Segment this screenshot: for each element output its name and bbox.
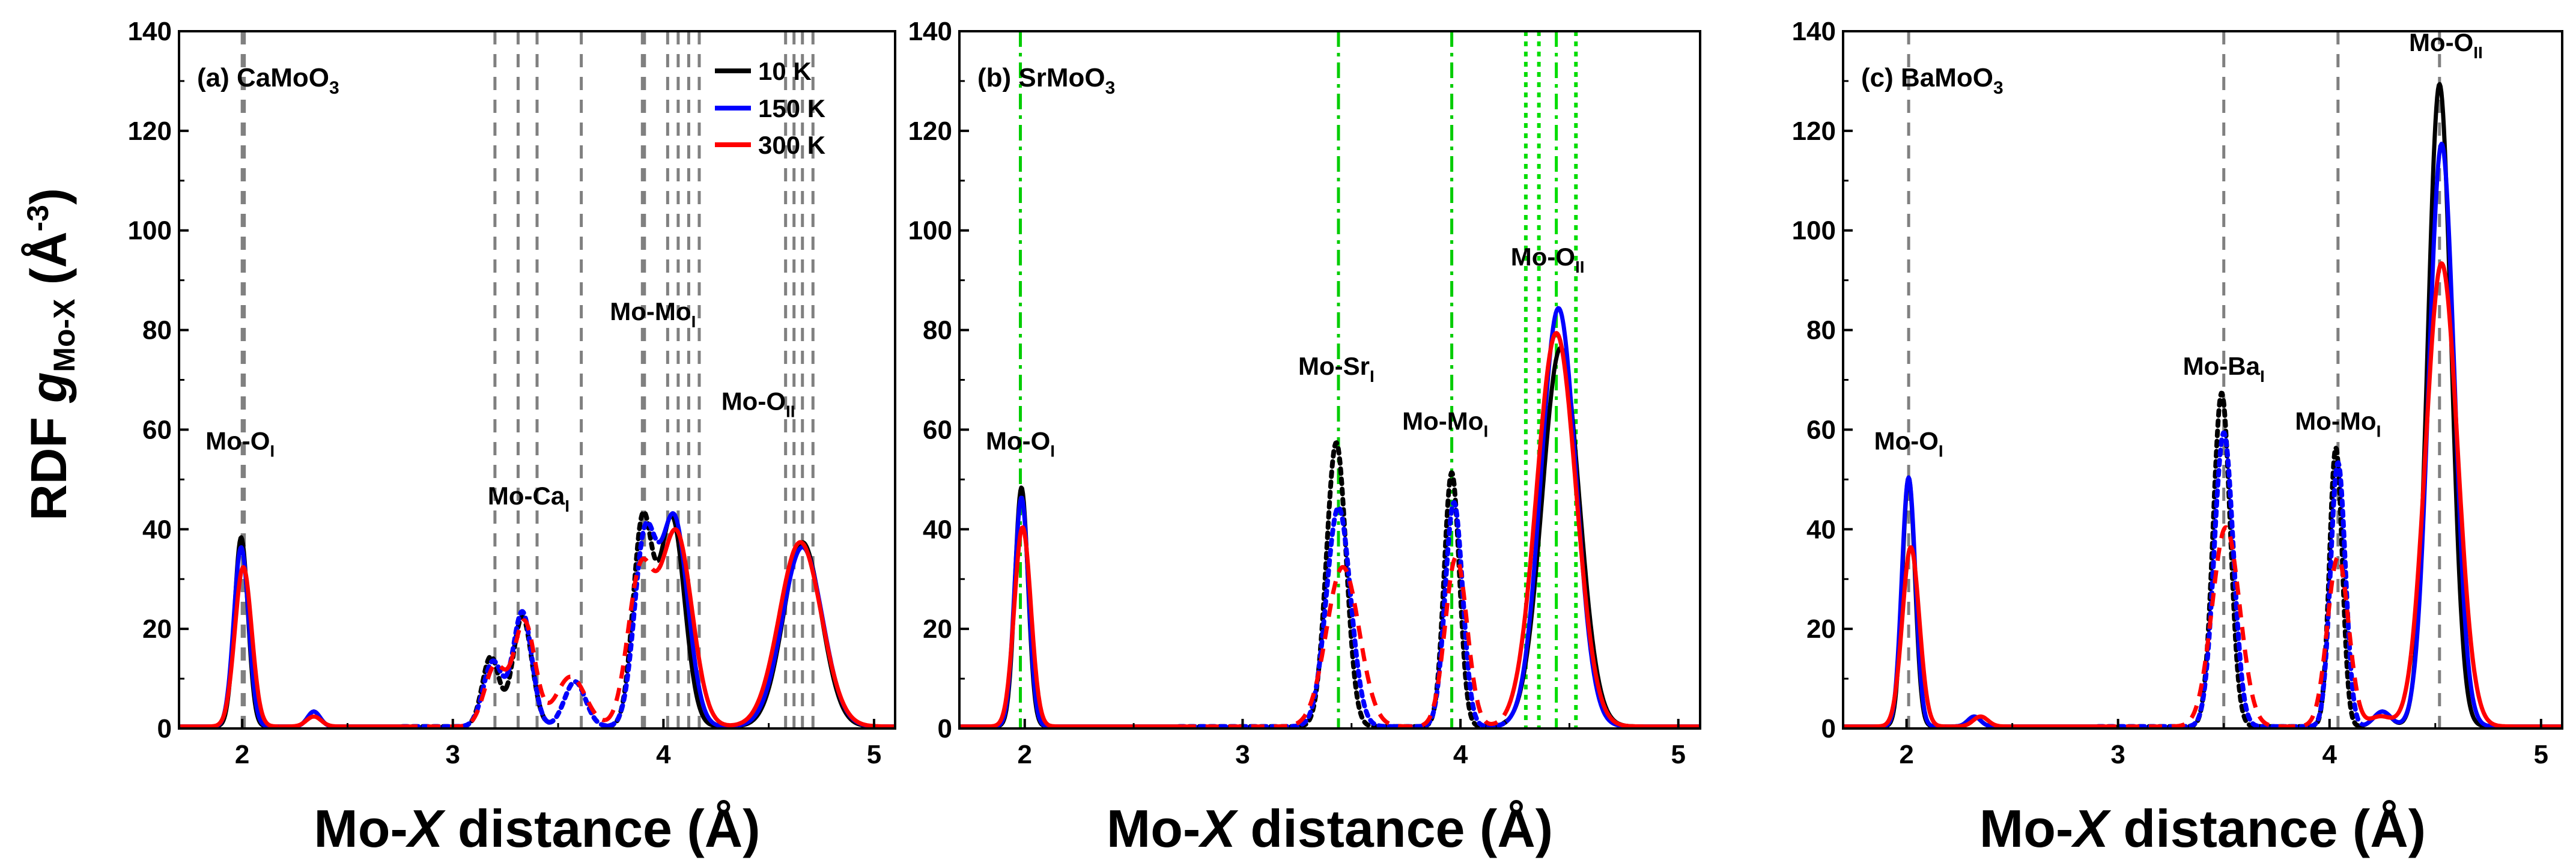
panel-c-x-axis-label: Mo-X distance (Å) [1979,799,2426,858]
panel-a-ytick-label-6: 120 [128,117,172,146]
panel-b-ytick-label-2: 40 [923,515,952,544]
panel-b-xtick-label-2: 4 [1453,740,1468,769]
panel-c-series-2-segment-0 [1841,545,1947,729]
panel-a-annotation-1: Mo-CaI [488,482,570,515]
panel-c-series-2-segment-1 [1944,714,2105,729]
panel-a-ytick-label-5: 100 [128,216,172,246]
panel-c-title: (c) BaMoO3 [1861,63,2003,98]
panel-b-series-2-segment-2 [1398,555,1508,729]
panel-b-series-1-segment-1 [1177,505,1399,729]
panel-b-series-1-segment-0 [958,495,1182,729]
panel-c-annotation-1: Mo-BaI [2183,352,2265,386]
panel-b-ytick-label-5: 100 [908,216,952,246]
panel-c-series-1-segment-5 [2410,141,2564,729]
panel-b-series-0-segment-0 [958,485,1180,729]
panel-c-xtick-label-0: 2 [1899,740,1913,769]
legend-label-150k: 150 K [758,94,825,123]
panel-a-xtick-label-0: 2 [235,740,249,769]
panel-a-annotation-2: Mo-MoI [610,297,696,331]
panel-a-ytick-label-3: 60 [142,415,172,444]
panel-a-annotation-0: Mo-OI [205,427,275,461]
panel-b-ytick-label-4: 80 [923,316,952,345]
panel-b-title: (b) SrMoO3 [977,63,1115,98]
panel-b: 0 20 40 60 80 100 120 140 2 3 4 5 Mo-X distance (Å) (… [908,17,1702,858]
panel-c-ytick-label-2: 40 [1806,515,1836,544]
panel-c-xtick-label-3: 5 [2534,740,2548,769]
panel-c-series-0-segment-5 [2408,82,2564,729]
panel-a-ytick-label-2: 40 [142,515,172,544]
panel-c-annotation-2: Mo-MoI [2295,407,2381,440]
panel-c-series-1-segment-2 [2097,430,2283,729]
panel-c-series-1-segment-4 [2359,688,2414,727]
panel-a-ytick-label-4: 80 [142,316,172,345]
panel-a-series-0-segment-4 [546,679,612,728]
panel-b-xtick-label-3: 5 [1671,740,1685,769]
panel-c-ytick-label-0: 0 [1821,714,1836,743]
panel-b-xtick-label-1: 3 [1235,740,1250,769]
panel-a-xtick-label-1: 3 [446,740,460,769]
panel-c-ytick-label-7: 140 [1792,17,1836,46]
panel-a-series-2-segment-3 [508,618,549,705]
panel-c-xtick-label-1: 3 [2110,740,2125,769]
panel-c-ytick-label-6: 120 [1792,117,1836,146]
panel-c-series-2-segment-3 [2280,555,2362,729]
panel-c-series-2-segment-4 [2357,654,2413,721]
panel-b-annotation-0: Mo-OI [986,427,1055,461]
legend: 10 K 150 K 300 K [715,57,825,159]
panel-a-series-2-segment-5 [604,556,660,722]
panel-b-series-2-segment-1 [1181,565,1401,729]
panel-a: 0 20 40 60 80 100 120 140 2 3 4 5 Mo-X distance (Å) (… [128,17,897,858]
panel-b-ytick-label-0: 0 [938,714,952,743]
panel-c-xtick-label-2: 4 [2322,740,2337,769]
panel-a-x-axis-label: Mo-X distance (Å) [314,799,760,858]
panel-b-ytick-label-3: 60 [923,415,952,444]
panel-a-series-1-segment-7 [737,545,897,729]
panel-b-ytick-label-1: 20 [923,614,952,644]
panel-c-ytick-label-1: 20 [1806,614,1836,644]
panel-c-ytick-label-3: 60 [1806,415,1836,444]
panel-a-series-2-segment-0 [177,565,280,729]
panel-b-ytick-label-6: 120 [908,117,952,146]
panel-a-series-2-segment-2 [403,662,512,729]
panel-b-series-1-segment-2 [1394,500,1509,729]
panel-a-xtick-label-2: 4 [656,740,671,769]
panel-c-annotation-3: Mo-OII [2409,28,2483,62]
panel-a-series-2-segment-7 [737,540,897,729]
panel-c-ytick-label-5: 100 [1792,216,1836,246]
panel-a-series-1-segment-5 [607,519,662,728]
panel-a-series-2-segment-1 [277,714,406,729]
panel-a-title: (a) CaMoO3 [197,63,339,98]
panel-c-series-2-segment-2 [2101,525,2283,729]
panel-b-series-2-segment-3 [1504,331,1702,729]
panel-c-series-0-segment-2 [2095,390,2282,729]
legend-label-10k: 10 K [758,57,812,85]
panel-b-x-axis-label: Mo-X distance (Å) [1107,799,1553,858]
panel-a-ytick-label-1: 20 [142,614,172,644]
panel-c-annotation-0: Mo-OI [1874,427,1943,461]
panel-a-annotation-3: Mo-OII [721,387,795,420]
panel-b-series-2-segment-0 [958,525,1184,729]
legend-label-300k: 300 K [758,131,825,159]
panel-a-series-2-segment-6 [656,527,740,728]
panel-c: 0 20 40 60 80 100 120 140 2 3 4 5 Mo-X distance (Å) (… [1792,17,2564,858]
panel-b-xtick-label-0: 2 [1018,740,1032,769]
panel-a-xtick-label-3: 5 [867,740,881,769]
panel-c-series-2-segment-5 [2408,261,2564,729]
panel-b-annotation-1: Mo-SrI [1298,352,1375,386]
panel-b-annotation-3: Mo-OII [1511,243,1585,276]
y-axis-label: RDF gMo-X (Å-3) [20,188,81,521]
panel-b-annotation-2: Mo-MoI [1402,407,1488,440]
panel-a-ytick-label-7: 140 [128,17,172,46]
panel-c-ytick-label-4: 80 [1806,316,1836,345]
panel-b-ytick-label-7: 140 [908,17,952,46]
panel-a-ytick-label-0: 0 [157,714,172,743]
